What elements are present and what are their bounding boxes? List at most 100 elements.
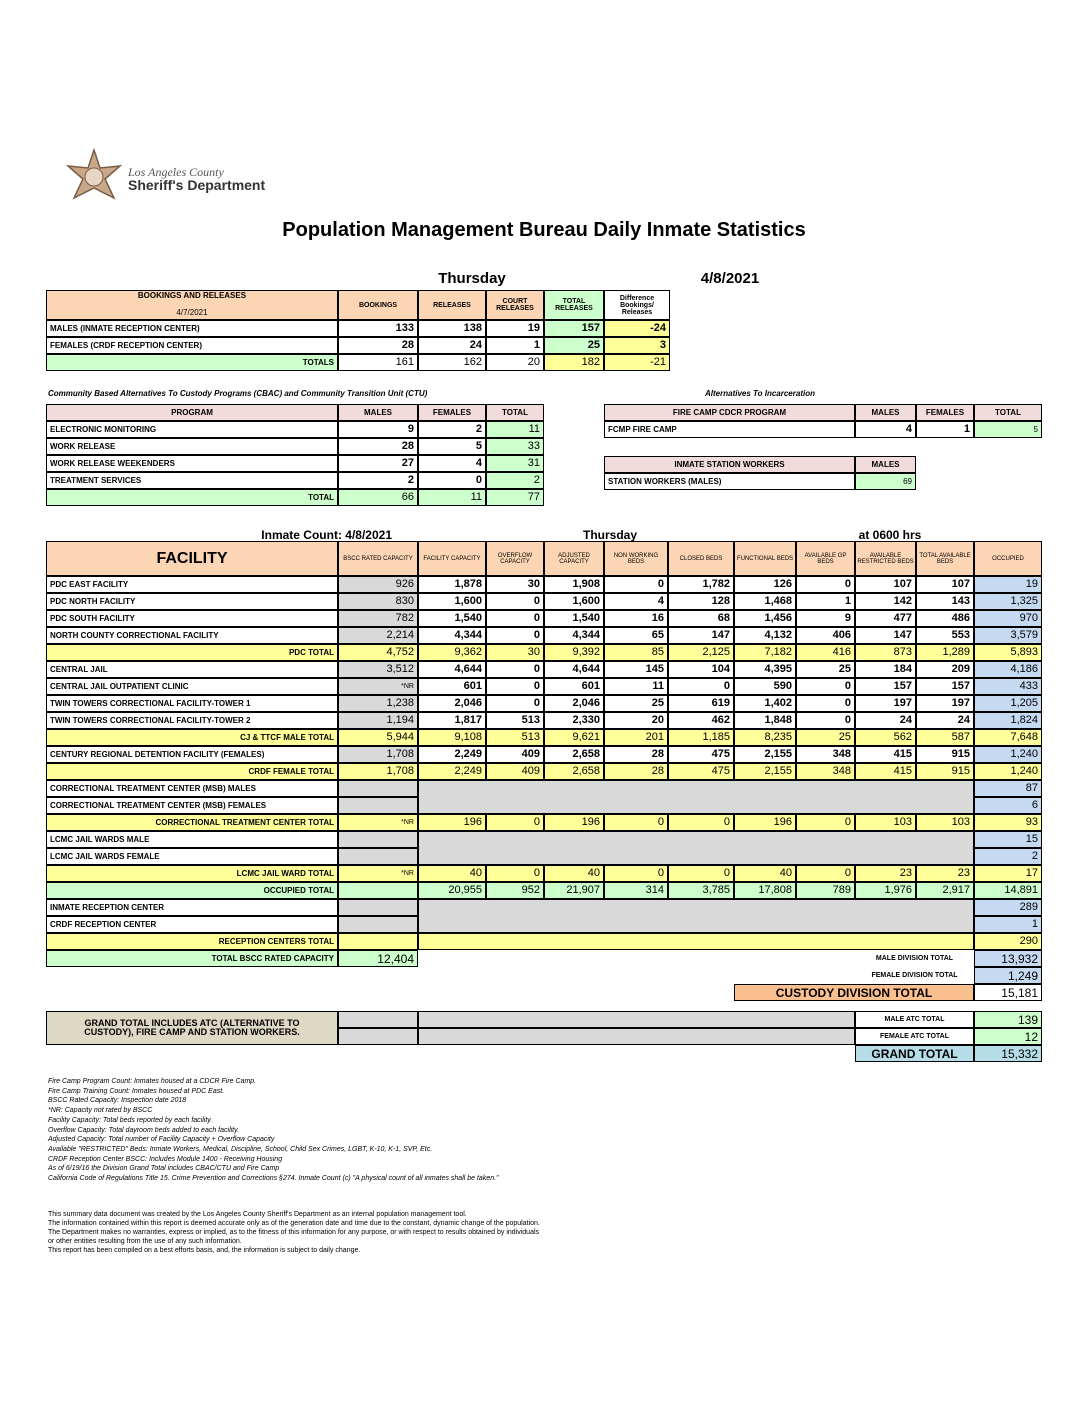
value-cell: 33: [486, 438, 544, 455]
value-cell: 926: [338, 576, 418, 593]
row-label: OCCUPIED TOTAL: [46, 882, 338, 899]
value-cell: 85: [604, 644, 668, 661]
value-cell: 209: [916, 661, 974, 678]
value-cell: 15: [974, 831, 1042, 848]
value-cell: 562: [855, 729, 916, 746]
value-cell: 2,330: [544, 712, 604, 729]
value-cell: 1,185: [668, 729, 734, 746]
value-cell: 1,878: [418, 576, 486, 593]
value-cell: 1,468: [734, 593, 796, 610]
value-cell: 28: [604, 763, 668, 780]
value-cell: 19: [486, 320, 544, 337]
value-cell: 970: [974, 610, 1042, 627]
value-cell: 7,648: [974, 729, 1042, 746]
agency-line2: Sheriff's Department: [128, 177, 266, 193]
value-cell: 2,658: [544, 763, 604, 780]
value-cell: 4,395: [734, 661, 796, 678]
value-cell: 6: [974, 797, 1042, 814]
value-cell: 126: [734, 576, 796, 593]
value-cell: 20: [604, 712, 668, 729]
value-cell: 161: [338, 354, 418, 371]
alternatives-title: Alternatives To Incarceration: [705, 389, 815, 398]
value-cell: 0: [604, 576, 668, 593]
value-cell: 2,125: [668, 644, 734, 661]
value-cell: 619: [668, 695, 734, 712]
value-cell: 406: [796, 627, 855, 644]
value-cell: 0: [796, 712, 855, 729]
value-cell: 2,155: [734, 763, 796, 780]
value-cell: 5,944: [338, 729, 418, 746]
footnote: Adjusted Capacity: Total number of Facil…: [48, 1136, 275, 1144]
value-cell: 0: [486, 661, 544, 678]
column-header: AVAILABLE GP BEDS: [796, 541, 855, 576]
row-label: PDC NORTH FACILITY: [46, 593, 338, 610]
value-cell: 27: [338, 455, 418, 472]
value-cell: 0: [486, 814, 544, 831]
value-cell: 409: [486, 746, 544, 763]
footnote: Overflow Capacity: Total dayroom beds ad…: [48, 1126, 240, 1134]
value-cell: 0: [486, 695, 544, 712]
footnote: CRDF Reception Center BSCC: Includes Mod…: [48, 1155, 283, 1163]
footnote: California Code of Regulations Title 15.…: [48, 1175, 499, 1182]
column-header: RELEASES: [418, 290, 486, 320]
count-day: Thursday: [582, 528, 637, 542]
value-cell: 9,362: [418, 644, 486, 661]
value-cell: 0: [486, 627, 544, 644]
column-header: FUNCTIONAL BEDS: [734, 541, 796, 576]
row-label: TOTAL: [46, 489, 338, 506]
row-label: CJ & TTCF MALE TOTAL: [46, 729, 338, 746]
value-cell: 20,955: [418, 882, 486, 899]
value-cell: 4,132: [734, 627, 796, 644]
value-cell: 24: [855, 712, 916, 729]
value-cell: 31: [486, 455, 544, 472]
value-cell: 0: [486, 593, 544, 610]
row-label: TOTALS: [46, 354, 338, 371]
value-cell: 3,785: [668, 882, 734, 899]
row-label: CRDF FEMALE TOTAL: [46, 763, 338, 780]
value-cell: 17,808: [734, 882, 796, 899]
value-cell: 0: [486, 865, 544, 882]
value-cell: 314: [604, 882, 668, 899]
value-cell: 2,046: [544, 695, 604, 712]
value-cell: 5,893: [974, 644, 1042, 661]
value-cell: 0: [796, 678, 855, 695]
value-cell: 157: [544, 320, 604, 337]
value-cell: 1,240: [974, 763, 1042, 780]
value-cell: 2,155: [734, 746, 796, 763]
value-cell: 1,708: [338, 763, 418, 780]
column-header: TOTAL RELEASES: [544, 290, 604, 320]
grand-value: 15,332: [974, 1045, 1042, 1062]
row-label: CENTRAL JAIL OUTPATIENT CLINIC: [46, 678, 338, 695]
value-cell: 25: [796, 661, 855, 678]
division-value: 1,249: [974, 967, 1042, 984]
value-cell: 196: [418, 814, 486, 831]
value-cell: 289: [974, 899, 1042, 916]
value-cell: 8,235: [734, 729, 796, 746]
value-cell: 3,512: [338, 661, 418, 678]
value-cell: 11: [418, 489, 486, 506]
value-cell: 65: [604, 627, 668, 644]
value-cell: 1,540: [544, 610, 604, 627]
row-label: TWIN TOWERS CORRECTIONAL FACILITY-TOWER …: [46, 712, 338, 729]
value-cell: 0: [604, 865, 668, 882]
grand-label: GRAND TOTAL: [855, 1045, 974, 1062]
value-cell: 0: [796, 695, 855, 712]
cbac-title: Community Based Alternatives To Custody …: [48, 389, 428, 398]
value-cell: 157: [855, 678, 916, 695]
value-cell: 21,907: [544, 882, 604, 899]
value-cell: 147: [855, 627, 916, 644]
division-value: 15,181: [974, 984, 1042, 1001]
row-label: CORRECTIONAL TREATMENT CENTER (MSB) MALE…: [46, 780, 338, 797]
grand-label: FEMALE ATC TOTAL: [855, 1028, 974, 1045]
row-label: TOTAL BSCC RATED CAPACITY: [46, 950, 338, 967]
value-cell: [338, 882, 418, 899]
grand-value: 139: [974, 1011, 1042, 1028]
value-cell: 14,891: [974, 882, 1042, 899]
row-label: CRDF RECEPTION CENTER: [46, 916, 338, 933]
disclaimer-line: This summary data document was created b…: [48, 1211, 467, 1218]
row-label: MALES (INMATE RECEPTION CENTER): [46, 320, 338, 337]
value-cell: *NR: [338, 678, 418, 695]
division-label: MALE DIVISION TOTAL: [855, 950, 974, 967]
value-cell: 184: [855, 661, 916, 678]
